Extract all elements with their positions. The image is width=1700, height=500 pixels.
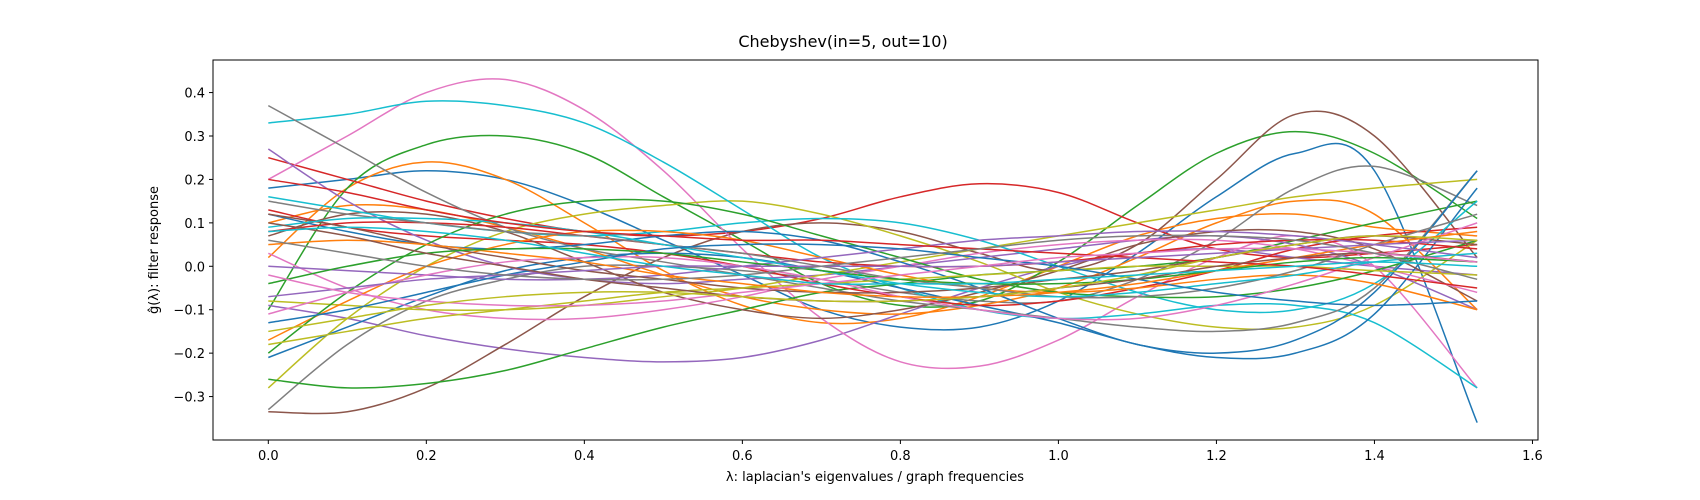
chart-title: Chebyshev(in=5, out=10) [738,32,947,51]
y-axis-label: ĝ(λ): filter response [147,186,162,314]
series-line [267,130,1478,311]
series-line [268,110,1478,415]
x-tick-label: 1.6 [1522,449,1543,464]
x-tick-label: 0.2 [416,449,437,464]
y-tick-label: 0.4 [184,87,205,102]
series-line [268,234,1478,281]
y-tick-label: −0.2 [173,347,205,362]
y-tick-label: 0.0 [184,260,205,275]
series-line [268,226,1478,286]
x-tick-label: 0.6 [732,449,753,464]
x-axis-label: λ: laplacian's eigenvalues / graph frequ… [726,470,1024,485]
series-line [268,142,1478,423]
series-line [268,235,1478,333]
series-line [268,265,1478,346]
x-tick-label: 1.0 [1048,449,1069,464]
y-tick-label: −0.1 [173,304,205,319]
series-line [268,230,1478,281]
x-tick-label: 0.0 [258,449,279,464]
x-tick-label: 1.2 [1206,449,1227,464]
y-tick-label: 0.2 [184,173,205,188]
y-tick-label: 0.1 [184,217,205,232]
x-axis: 0.0 0.2 0.4 0.6 0.8 1.0 1.2 1.4 1.6 [258,440,1543,464]
series-line [267,200,1478,389]
x-tick-label: 1.4 [1364,449,1385,464]
series-line [268,170,1478,354]
x-tick-label: 0.8 [890,449,911,464]
series-line [268,178,1478,289]
series-line [268,243,1478,324]
y-tick-label: −0.3 [173,391,205,406]
series-layer [267,78,1478,423]
series-line [268,221,1478,268]
series-line [268,200,1478,299]
x-tick-label: 0.4 [574,449,595,464]
series-line [268,222,1478,321]
series-line [268,210,1478,320]
plot-frame [212,59,1539,441]
y-tick-label: 0.3 [184,130,205,145]
series-line [268,156,1478,259]
series-line [268,230,1478,298]
series-line [268,248,1478,363]
y-axis: −0.3 −0.2 −0.1 0.0 0.1 0.2 0.3 0.4 [173,87,213,406]
series-line [268,200,1478,389]
series-line [268,239,1478,298]
